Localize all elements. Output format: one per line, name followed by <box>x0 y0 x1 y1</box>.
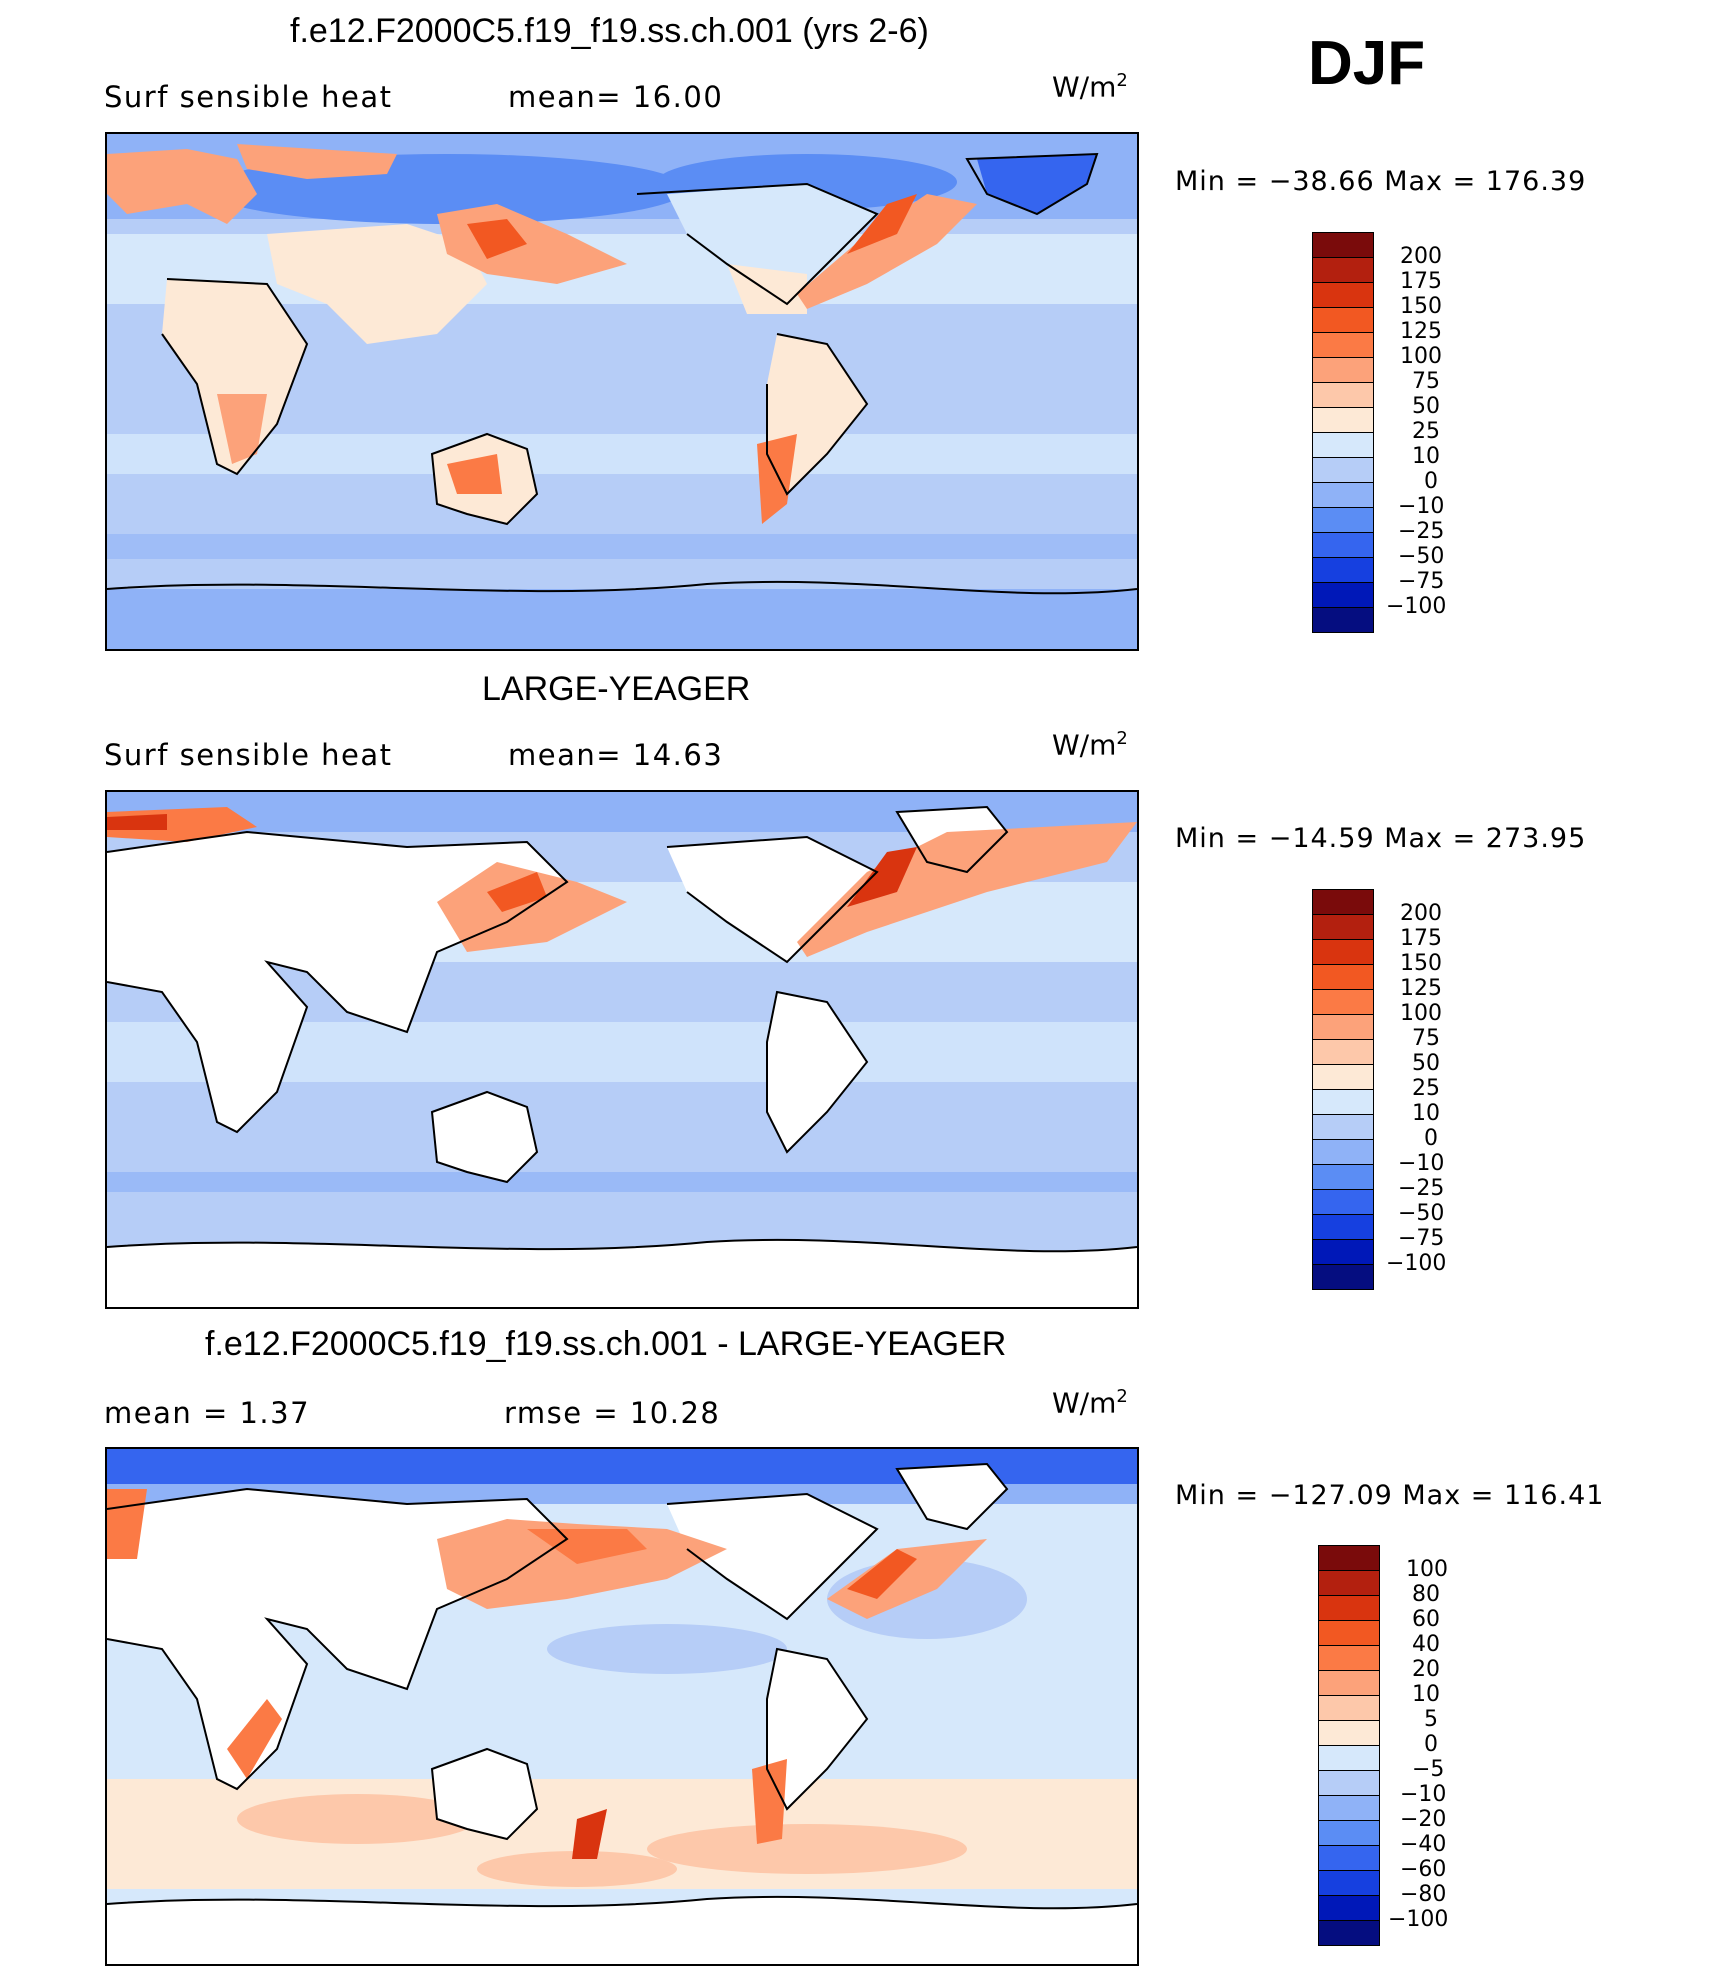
colorbar-1-label: −50 <box>1398 544 1445 569</box>
panel-3-title: f.e12.F2000C5.f19_f19.ss.ch.001 - LARGE-… <box>205 1325 1007 1363</box>
panel-2-map <box>105 790 1139 1309</box>
panel-1-colorbar: 200 175 150 125 100 75 50 25 10 0 −10 −2… <box>1312 232 1512 642</box>
panel-2-colorbar: 200 175 150 125 100 75 50 25 10 0 −10 −2… <box>1312 889 1512 1299</box>
colorbar-2-label: 200 <box>1400 901 1442 926</box>
colorbar-1-label: 25 <box>1412 419 1440 444</box>
panel-3-map <box>105 1447 1139 1966</box>
colorbar-2-label: 10 <box>1412 1101 1440 1126</box>
colorbar-1-label: 50 <box>1412 394 1440 419</box>
colorbar-2-label: 150 <box>1400 951 1442 976</box>
colorbar-3-label: 5 <box>1424 1707 1438 1732</box>
colorbar-3-label: −20 <box>1400 1807 1447 1832</box>
colorbar-2-label: −100 <box>1386 1251 1447 1276</box>
colorbar-2-label: 25 <box>1412 1076 1440 1101</box>
panel-1-variable-label: Surf sensible heat <box>104 80 393 114</box>
colorbar-2-label: −25 <box>1398 1176 1445 1201</box>
colorbar-3-label: −10 <box>1400 1782 1447 1807</box>
greenland <box>897 1464 1007 1529</box>
colorbar-3-label: −40 <box>1400 1832 1447 1857</box>
panel-3-units: W/m2 <box>1052 1386 1128 1420</box>
colorbar-3-label: −100 <box>1388 1907 1449 1932</box>
colorbar-1-label: 175 <box>1400 269 1442 294</box>
colorbar-2-label: 0 <box>1424 1126 1438 1151</box>
north-america <box>667 184 877 304</box>
colorbar-2-label: 50 <box>1412 1051 1440 1076</box>
antarctica <box>107 1239 1137 1307</box>
panel-2-min-max: Min = −14.59 Max = 273.95 <box>1175 823 1587 854</box>
panel-3-rmse-label: rmse = 10.28 <box>504 1396 721 1430</box>
north-america <box>667 1494 877 1619</box>
australia <box>432 1749 537 1839</box>
colorbar-2-label: 75 <box>1412 1026 1440 1051</box>
south-america <box>767 1649 867 1809</box>
panel-1-units: W/m2 <box>1052 70 1128 104</box>
panel-2-title: LARGE-YEAGER <box>482 670 751 708</box>
colorbar-3-label: 60 <box>1412 1607 1440 1632</box>
colorbar-2-label: −50 <box>1398 1201 1445 1226</box>
colorbar-3-label: 80 <box>1412 1582 1440 1607</box>
colorbar-2-label: 125 <box>1400 976 1442 1001</box>
colorbar-3-label: 0 <box>1424 1732 1438 1757</box>
antarctica-region <box>107 589 1137 649</box>
colorbar-1-label: −100 <box>1386 594 1447 619</box>
antarctica <box>107 1896 1137 1964</box>
australia <box>432 1092 537 1182</box>
colorbar-3-label: −80 <box>1400 1882 1447 1907</box>
panel-1-mean-label: mean= 16.00 <box>508 80 724 114</box>
colorbar-1-label: 125 <box>1400 319 1442 344</box>
colorbar-3-label: −60 <box>1400 1857 1447 1882</box>
south-america <box>767 992 867 1152</box>
panel-2-units: W/m2 <box>1052 728 1128 762</box>
colorbar-3-label: 10 <box>1412 1682 1440 1707</box>
colorbar-1-label: 200 <box>1400 244 1442 269</box>
colorbar-1-label: 0 <box>1424 469 1438 494</box>
north-america <box>667 837 877 962</box>
colorbar-1-label: 75 <box>1412 369 1440 394</box>
colorbar-3-label: −5 <box>1412 1757 1445 1782</box>
colorbar-1-label: 10 <box>1412 444 1440 469</box>
panel-1-min-max: Min = −38.66 Max = 176.39 <box>1175 166 1587 197</box>
colorbar-2-label: 175 <box>1400 926 1442 951</box>
colorbar-1-label: 100 <box>1400 344 1442 369</box>
colorbar-1-label: 150 <box>1400 294 1442 319</box>
panel-2-variable-label: Surf sensible heat <box>104 738 393 772</box>
colorbar-1-label: −75 <box>1398 569 1445 594</box>
panel-3-min-max: Min = −127.09 Max = 116.41 <box>1175 1480 1605 1511</box>
colorbar-3-label: 40 <box>1412 1632 1440 1657</box>
season-label: DJF <box>1308 29 1426 98</box>
africa <box>162 279 307 474</box>
panel-2-mean-label: mean= 14.63 <box>508 738 724 772</box>
colorbar-3-label: 100 <box>1406 1557 1448 1582</box>
panel-1-title: f.e12.F2000C5.f19_f19.ss.ch.001 (yrs 2-6… <box>290 12 929 50</box>
colorbar-1-label: −25 <box>1398 519 1445 544</box>
colorbar-2-label: −75 <box>1398 1226 1445 1251</box>
panel-3-mean-label: mean = 1.37 <box>104 1396 311 1430</box>
colorbar-1-label: −10 <box>1398 494 1445 519</box>
colorbar-2-label: −10 <box>1398 1151 1445 1176</box>
greenland <box>977 154 1097 214</box>
colorbar-3-label: 20 <box>1412 1657 1440 1682</box>
panel-1-map <box>105 132 1139 651</box>
colorbar-2-label: 100 <box>1400 1001 1442 1026</box>
panel-3-colorbar: 100 80 60 40 20 10 5 0 −5 −10 −20 −40 −6… <box>1318 1545 1518 1955</box>
